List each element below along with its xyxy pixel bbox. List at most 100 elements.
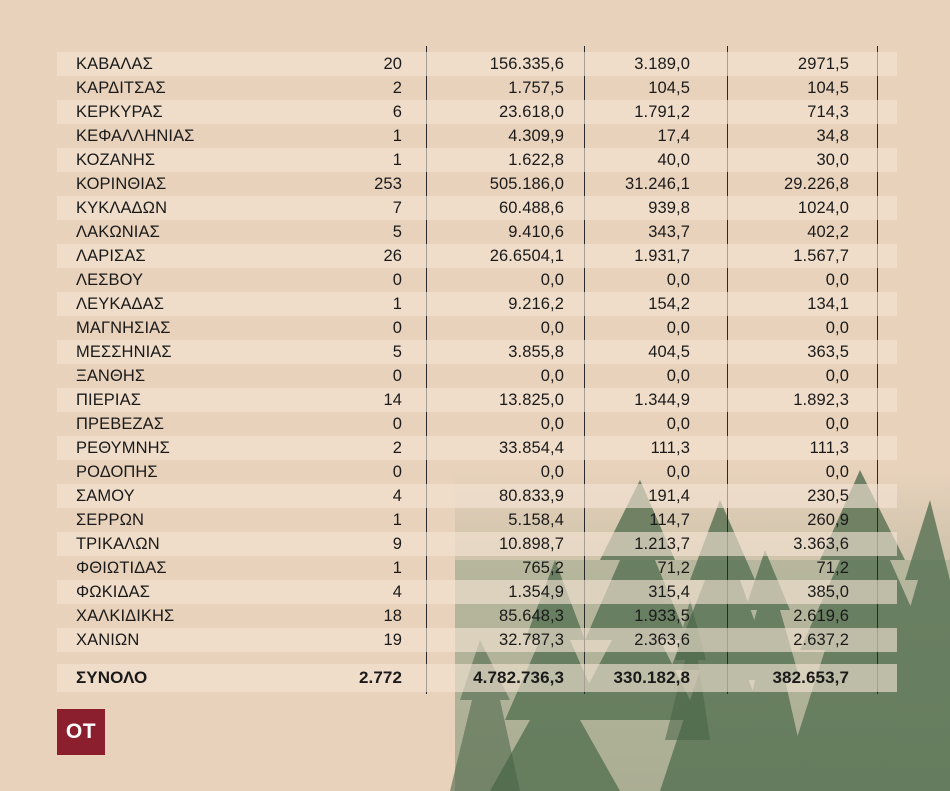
value-2: 0,0 [666, 367, 690, 385]
value-2: 191,4 [648, 487, 690, 505]
value-1: 3.855,8 [508, 343, 564, 361]
fire-count: 9 [392, 535, 402, 553]
value-3: 363,5 [807, 343, 849, 361]
fire-count: 4 [392, 487, 402, 505]
fire-count: 14 [383, 391, 402, 409]
value-3: 714,3 [807, 103, 849, 121]
fire-count: 0 [392, 367, 402, 385]
value-2: 40,0 [657, 151, 690, 169]
value-3: 0,0 [825, 463, 849, 481]
fire-count: 2 [392, 439, 402, 457]
region-name: ΚΟΡΙΝΘΙΑΣ [76, 175, 167, 193]
value-2: 1.791,2 [634, 103, 690, 121]
value-1: 0,0 [540, 415, 564, 433]
table-row: ΦΩΚΙΔΑΣ 4 1.354,9 315,4 385,0 [57, 580, 897, 604]
value-3: 402,2 [807, 223, 849, 241]
column-divider-4 [877, 46, 878, 694]
value-2: 71,2 [657, 559, 690, 577]
value-3: 385,0 [807, 583, 849, 601]
value-3: 0,0 [825, 271, 849, 289]
table-row: ΣΑΜΟΥ 4 80.833,9 191,4 230,5 [57, 484, 897, 508]
table-row: ΚΟΡΙΝΘΙΑΣ 253 505.186,0 31.246,1 29.226,8 [57, 172, 897, 196]
table-row: ΚΥΚΛΑΔΩΝ 7 60.488,6 939,8 1024,0 [57, 196, 897, 220]
table-row: ΚΟΖΑΝΗΣ 1 1.622,8 40,0 30,0 [57, 148, 897, 172]
table-row: ΞΑΝΘΗΣ 0 0,0 0,0 0,0 [57, 364, 897, 388]
value-2: 1.213,7 [634, 535, 690, 553]
value-3: 3.363,6 [793, 535, 849, 553]
fire-count: 1 [392, 511, 402, 529]
table-row: ΧΑΛΚΙΔΙΚΗΣ 18 85.648,3 1.933,5 2.619,6 [57, 604, 897, 628]
value-3: 1024,0 [797, 199, 849, 217]
value-1: 1.757,5 [508, 79, 564, 97]
fire-count: 7 [392, 199, 402, 217]
value-1: 9.216,2 [508, 295, 564, 313]
fire-count: 5 [392, 223, 402, 241]
value-1: 9.410,6 [508, 223, 564, 241]
region-name: ΚΑΒΑΛΑΣ [76, 55, 153, 73]
region-name: ΞΑΝΘΗΣ [76, 367, 146, 385]
value-1: 156.335,6 [489, 55, 564, 73]
region-name: ΦΘΙΩΤΙΔΑΣ [76, 559, 167, 577]
value-2: 343,7 [648, 223, 690, 241]
fire-count: 1 [392, 127, 402, 145]
value-1: 23.618,0 [498, 103, 564, 121]
total-value-2: 330.182,8 [613, 668, 690, 687]
value-3: 0,0 [825, 367, 849, 385]
ot-logo: OT [57, 709, 105, 755]
table-row: ΣΕΡΡΩΝ 1 5.158,4 114,7 260,9 [57, 508, 897, 532]
region-name: ΛΕΥΚΑΔΑΣ [76, 295, 165, 313]
region-name: ΣΑΜΟΥ [76, 487, 135, 505]
region-name: ΚΕΦΑΛΛΗΝΙΑΣ [76, 127, 195, 145]
value-2: 17,4 [657, 127, 690, 145]
fire-count: 253 [374, 175, 402, 193]
total-count: 2.772 [358, 668, 402, 687]
value-2: 154,2 [648, 295, 690, 313]
table-row: ΠΡΕΒΕΖΑΣ 0 0,0 0,0 0,0 [57, 412, 897, 436]
total-value-3: 382.653,7 [772, 668, 849, 687]
value-2: 0,0 [666, 271, 690, 289]
table-row: ΡΟΔΟΠΗΣ 0 0,0 0,0 0,0 [57, 460, 897, 484]
value-1: 60.488,6 [498, 199, 564, 217]
fire-count: 20 [383, 55, 402, 73]
value-2: 0,0 [666, 463, 690, 481]
table-row: ΤΡΙΚΑΛΩΝ 9 10.898,7 1.213,7 3.363,6 [57, 532, 897, 556]
value-2: 315,4 [648, 583, 690, 601]
table-row: ΡΕΘΥΜΝΗΣ 2 33.854,4 111,3 111,3 [57, 436, 897, 460]
value-1: 13.825,0 [498, 391, 564, 409]
value-3: 2.619,6 [793, 607, 849, 625]
region-name: ΜΑΓΝΗΣΙΑΣ [76, 319, 171, 337]
value-3: 2.637,2 [793, 631, 849, 649]
value-2: 404,5 [648, 343, 690, 361]
table-row: ΚΕΡΚΥΡΑΣ 6 23.618,0 1.791,2 714,3 [57, 100, 897, 124]
value-1: 0,0 [540, 367, 564, 385]
value-2: 2.363,6 [634, 631, 690, 649]
value-1: 4.309,9 [508, 127, 564, 145]
region-name: ΛΑΚΩΝΙΑΣ [76, 223, 160, 241]
fire-count: 18 [383, 607, 402, 625]
value-1: 0,0 [540, 463, 564, 481]
region-name: ΚΟΖΑΝΗΣ [76, 151, 156, 169]
region-name: ΡΟΔΟΠΗΣ [76, 463, 158, 481]
value-3: 230,5 [807, 487, 849, 505]
value-2: 1.344,9 [634, 391, 690, 409]
fire-count: 5 [392, 343, 402, 361]
fire-count: 1 [392, 295, 402, 313]
value-1: 765,2 [522, 559, 564, 577]
region-name: ΣΕΡΡΩΝ [76, 511, 145, 529]
value-1: 505.186,0 [489, 175, 564, 193]
value-1: 0,0 [540, 319, 564, 337]
region-name: ΧΑΛΚΙΔΙΚΗΣ [76, 607, 175, 625]
total-label: ΣΥΝΟΛΟ [76, 668, 148, 687]
fire-count: 2 [392, 79, 402, 97]
column-divider-1 [426, 46, 427, 694]
value-3: 260,9 [807, 511, 849, 529]
table-row: ΛΕΣΒΟΥ 0 0,0 0,0 0,0 [57, 268, 897, 292]
region-name: ΚΕΡΚΥΡΑΣ [76, 103, 163, 121]
table-row: ΚΑΒΑΛΑΣ 20 156.335,6 3.189,0 2971,5 [57, 52, 897, 76]
value-3: 2971,5 [797, 55, 849, 73]
region-name: ΚΑΡΔΙΤΣΑΣ [76, 79, 166, 97]
fire-count: 0 [392, 463, 402, 481]
value-2: 111,3 [650, 439, 690, 457]
fire-count: 6 [392, 103, 402, 121]
table-row: ΛΑΡΙΣΑΣ 26 26.6504,1 1.931,7 1.567,7 [57, 244, 897, 268]
